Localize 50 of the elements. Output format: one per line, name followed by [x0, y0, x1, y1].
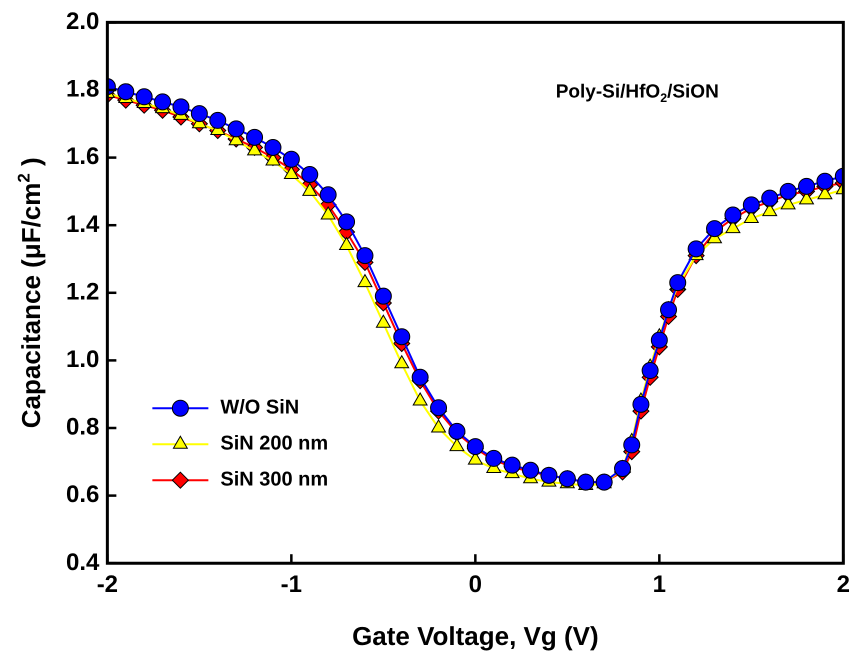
point: [798, 178, 816, 195]
legend-label: SiN 200 nm: [220, 432, 328, 455]
legend-label: SiN 300 nm: [220, 468, 328, 491]
y-tick-label: 0.8: [66, 414, 100, 441]
x-tick-label: -1: [280, 571, 302, 598]
point: [117, 83, 134, 100]
point: [356, 247, 374, 264]
point: [430, 399, 448, 416]
x-tick-label: 0: [468, 571, 482, 598]
point: [660, 301, 678, 318]
point: [780, 182, 797, 200]
x-axis-title: Gate Voltage, Vg (V): [352, 621, 599, 651]
point: [374, 288, 392, 305]
point: [632, 396, 650, 413]
point: [209, 112, 226, 129]
point: [724, 206, 742, 224]
y-tick-label: 0.6: [66, 481, 100, 508]
y-tick-label: 1.8: [66, 76, 100, 103]
point: [301, 166, 318, 183]
y-tick-label: 1.6: [66, 143, 100, 170]
point: [761, 190, 778, 207]
point: [706, 220, 724, 238]
y-axis-title: Capacitance (μF/cm2 ): [14, 157, 46, 428]
point: [650, 332, 668, 349]
point: [742, 196, 760, 214]
point: [190, 105, 208, 122]
point: [688, 240, 705, 258]
y-tick-label: 1.2: [66, 278, 100, 306]
point: [669, 274, 686, 292]
point: [338, 213, 356, 230]
point: [412, 368, 429, 386]
point: [393, 328, 410, 346]
point: [264, 138, 282, 156]
point: [614, 460, 632, 478]
point: [320, 186, 337, 204]
y-tick-label: 1.0: [66, 346, 100, 374]
y-tick-label: 1.4: [66, 210, 100, 238]
x-tick-label: 1: [652, 571, 666, 598]
point: [136, 88, 153, 106]
point: [172, 98, 190, 116]
point: [228, 120, 245, 138]
point: [246, 128, 264, 146]
point: [154, 93, 172, 110]
point: [816, 172, 834, 190]
point: [282, 150, 300, 168]
legend-label: W/O SiN: [220, 396, 300, 419]
point: [623, 436, 640, 454]
point: [642, 362, 659, 380]
y-tick-label: 2.0: [66, 8, 100, 36]
x-tick-label: 2: [836, 571, 850, 598]
